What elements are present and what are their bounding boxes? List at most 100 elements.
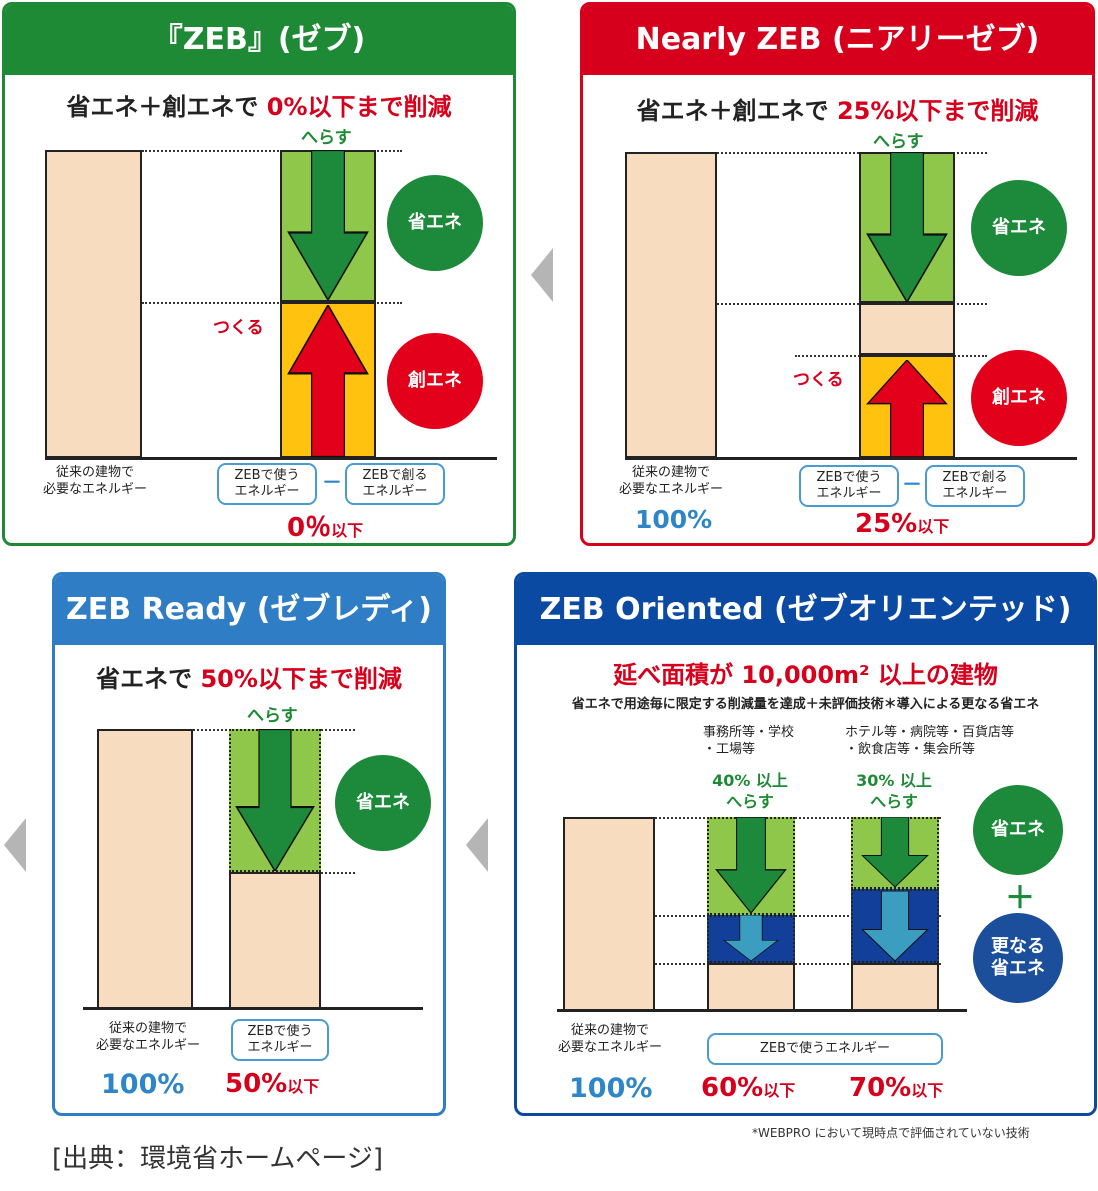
oriented-save-circle-label: 省エネ xyxy=(991,818,1045,840)
nearly-panel-header: Nearly ZEB (ニアリーゼブ) xyxy=(583,5,1092,75)
zeb-make-label: つくる xyxy=(213,318,264,338)
nearly-create-circle-label: 創エネ xyxy=(992,386,1046,408)
zeb-top-dashline xyxy=(142,150,402,152)
ready-subtitle-highlight: 50%以下まで削減 xyxy=(200,665,402,693)
left-arrow-icon-3 xyxy=(466,818,488,872)
footnote: *WEBPRO において現時点で評価されていない技術 xyxy=(752,1126,1030,1140)
nearly-create-circle: 創エネ xyxy=(971,350,1067,446)
zeb-use-pill: ZEBで使う エネルギー xyxy=(217,463,317,505)
oriented-result2-value: 70% xyxy=(849,1073,912,1103)
oriented-panel-title: ZEB Oriented (ゼブオリエンテッド) xyxy=(539,592,1072,627)
left-arrow-icon-1 xyxy=(531,248,553,302)
oriented-base-value: 100% xyxy=(569,1073,653,1104)
ready-panel-header: ZEB Ready (ゼブレディ) xyxy=(55,575,443,645)
oriented-more-circle-label: 更なる 省エネ xyxy=(991,935,1045,980)
zeb-save-circle-label: 省エネ xyxy=(408,211,462,233)
zeb-create-pill: ZEBで創る エネルギー xyxy=(345,463,445,505)
ready-reduce-label: へらす xyxy=(247,706,298,726)
nearly-save-arrow xyxy=(866,152,948,302)
nearly-remain-block xyxy=(859,303,955,355)
zeb-result-suffix: 以下 xyxy=(331,521,364,540)
ready-result: 50%以下 xyxy=(225,1069,319,1099)
zeb-minus: － xyxy=(322,470,342,494)
zeb-subtitle: 省エネ＋創エネで 0%以下まで削減 xyxy=(5,87,513,122)
ready-save-circle-label: 省エネ xyxy=(356,791,410,813)
oriented-group1-label: 事務所等・学校 ・工場等 xyxy=(703,725,795,757)
oriented-col1-remain-block xyxy=(707,963,795,1011)
nearly-create-pill: ZEBで創る エネルギー xyxy=(925,465,1025,507)
nearly-reduce-label: へらす xyxy=(873,132,924,152)
nearly-result-value: 25% xyxy=(855,509,918,539)
nearly-base-value: 100% xyxy=(635,505,713,534)
oriented-save-circle: 省エネ xyxy=(973,785,1063,875)
nearly-save-circle-label: 省エネ xyxy=(992,216,1046,238)
source-citation: [出典：環境省ホームページ] xyxy=(52,1144,383,1174)
zeb-ground-line xyxy=(45,457,497,460)
oriented-base-label: 従来の建物で 必要なエネルギー xyxy=(557,1023,662,1055)
ready-panel: ZEB Ready (ゼブレディ) 省エネで 50%以下まで削減 へらす 省エネ… xyxy=(52,572,446,1116)
oriented-col2-save-arrow xyxy=(861,817,929,887)
zeb-create-arrow xyxy=(287,305,369,457)
nearly-base-label: 従来の建物で 必要なエネルギー xyxy=(618,465,723,497)
oriented-subtitle: 延べ面積が 10,000m² 以上の建物 xyxy=(613,661,998,689)
ready-subtitle-prefix: 省エネで xyxy=(96,665,193,693)
nearly-minus: － xyxy=(902,472,922,496)
zeb-result: 0％以下 xyxy=(287,507,364,543)
zeb-save-arrow xyxy=(287,150,369,300)
oriented-result1: 60%以下 xyxy=(701,1073,795,1103)
ready-save-circle: 省エネ xyxy=(335,755,431,851)
ready-panel-title: ZEB Ready (ゼブレディ) xyxy=(65,592,433,627)
zeb-panel-header: 『ZEB』(ゼブ) xyxy=(5,5,513,75)
ready-result-suffix: 以下 xyxy=(287,1077,320,1096)
ready-base-value: 100% xyxy=(101,1069,185,1100)
nearly-subtitle: 省エネ＋創エネで 25%以下まで削減 xyxy=(583,91,1092,126)
oriented-reduce1-label: 40% 以上 へらす xyxy=(712,771,788,811)
ready-base-bar xyxy=(97,729,193,1009)
ready-subtitle: 省エネで 50%以下まで削減 xyxy=(55,659,443,694)
oriented-plus: ＋ xyxy=(1005,881,1035,916)
oriented-top-dashline xyxy=(655,817,941,819)
zeb-create-circle: 創エネ xyxy=(387,333,483,429)
zeb-base-label: 従来の建物で 必要なエネルギー xyxy=(42,465,147,497)
oriented-reduce2-label: 30% 以上 へらす xyxy=(856,771,932,811)
oriented-use-pill: ZEBで使うエネルギー xyxy=(707,1033,943,1065)
ready-use-pill: ZEBで使う エネルギー xyxy=(231,1019,329,1061)
ready-base-label: 従来の建物で 必要なエネルギー xyxy=(95,1021,200,1053)
oriented-panel: ZEB Oriented (ゼブオリエンテッド) 延べ面積が 10,000m² … xyxy=(514,572,1097,1116)
oriented-result2-suffix: 以下 xyxy=(911,1081,944,1100)
ready-result-value: 50% xyxy=(225,1069,288,1099)
nearly-result-suffix: 以下 xyxy=(917,517,950,536)
ready-ground-line xyxy=(83,1007,423,1010)
zeb-save-circle: 省エネ xyxy=(387,175,483,271)
zeb-panel: 『ZEB』(ゼブ) 省エネ＋創エネで 0%以下まで削減 へらす つくる 省エネ … xyxy=(2,2,516,546)
nearly-base-bar xyxy=(625,152,717,458)
zeb-result-value: 0％ xyxy=(287,513,332,543)
nearly-subtitle-prefix: 省エネ＋創エネで xyxy=(636,97,829,125)
oriented-base-bar xyxy=(563,817,655,1011)
oriented-col2-extra-arrow xyxy=(861,891,929,961)
zeb-mid-dashline xyxy=(142,302,402,304)
nearly-make-label: つくる xyxy=(793,370,844,390)
ready-remain-block xyxy=(229,872,321,1009)
zeb-create-circle-label: 創エネ xyxy=(408,369,462,391)
oriented-mid2-dashline xyxy=(655,963,941,965)
ready-save-arrow xyxy=(235,729,315,871)
nearly-create-arrow xyxy=(866,360,948,457)
oriented-col2-remain-block xyxy=(851,963,939,1011)
oriented-col1-extra-arrow xyxy=(723,915,779,961)
oriented-result1-suffix: 以下 xyxy=(763,1081,796,1100)
oriented-col1-save-arrow xyxy=(715,817,787,913)
left-arrow-icon-2 xyxy=(4,818,26,872)
oriented-more-circle: 更なる 省エネ xyxy=(973,913,1063,1003)
oriented-ground-line xyxy=(557,1009,967,1012)
nearly-panel: Nearly ZEB (ニアリーゼブ) 省エネ＋創エネで 25%以下まで削減 へ… xyxy=(580,2,1095,546)
oriented-result1-value: 60% xyxy=(701,1073,764,1103)
nearly-result: 25%以下 xyxy=(855,509,949,539)
zeb-subtitle-highlight: 0%以下まで削減 xyxy=(266,93,452,121)
zeb-base-bar xyxy=(45,150,142,458)
oriented-panel-header: ZEB Oriented (ゼブオリエンテッド) xyxy=(517,575,1094,645)
oriented-result2: 70%以下 xyxy=(849,1073,943,1103)
nearly-subtitle-highlight: 25%以下まで削減 xyxy=(836,97,1039,125)
nearly-panel-title: Nearly ZEB (ニアリーゼブ) xyxy=(635,22,1040,57)
oriented-group2-label: ホテル等・病院等・百貨店等 ・飲食店等・集会所等 xyxy=(845,725,1015,757)
